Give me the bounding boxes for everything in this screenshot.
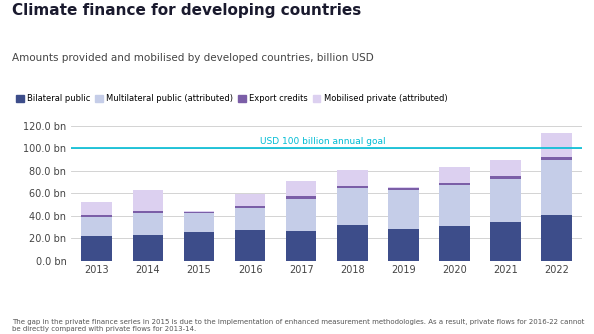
Bar [235, 230, 266, 261]
Bar [235, 206, 266, 208]
Bar [235, 208, 266, 230]
Bar [541, 214, 572, 261]
Bar [286, 199, 317, 231]
Bar [81, 236, 112, 261]
Bar [184, 211, 214, 212]
Bar [184, 232, 214, 261]
Bar [541, 133, 572, 157]
Bar [388, 228, 419, 261]
Bar [286, 231, 317, 261]
Bar [184, 212, 214, 213]
Text: Climate finance for developing countries: Climate finance for developing countries [12, 3, 361, 18]
Bar [337, 224, 368, 261]
Bar [132, 213, 163, 235]
Bar [490, 176, 521, 179]
Bar [81, 217, 112, 236]
Bar [337, 170, 368, 186]
Bar [132, 211, 163, 213]
Bar [490, 160, 521, 176]
Bar [132, 235, 163, 261]
Bar [439, 226, 470, 261]
Bar [286, 181, 317, 196]
Bar [439, 183, 470, 185]
Bar [439, 185, 470, 226]
Bar [337, 188, 368, 224]
Bar [388, 190, 419, 228]
Bar [490, 179, 521, 222]
Bar [286, 196, 317, 199]
Bar [337, 186, 368, 188]
Bar [388, 188, 419, 190]
Bar [184, 213, 214, 232]
Bar [541, 160, 572, 214]
Text: Amounts provided and mobilised by developed countries, billion USD: Amounts provided and mobilised by develo… [12, 53, 374, 63]
Bar [81, 202, 112, 215]
Bar [132, 190, 163, 211]
Legend: Bilateral public, Multilateral public (attributed), Export credits, Mobilised pr: Bilateral public, Multilateral public (a… [16, 94, 447, 103]
Bar [490, 222, 521, 261]
Bar [388, 187, 419, 188]
Bar [541, 157, 572, 160]
Text: USD 100 billion annual goal: USD 100 billion annual goal [260, 137, 386, 146]
Bar [439, 167, 470, 183]
Bar [235, 194, 266, 206]
Text: The gap in the private finance series in 2015 is due to the implementation of en: The gap in the private finance series in… [12, 319, 584, 332]
Bar [81, 215, 112, 217]
